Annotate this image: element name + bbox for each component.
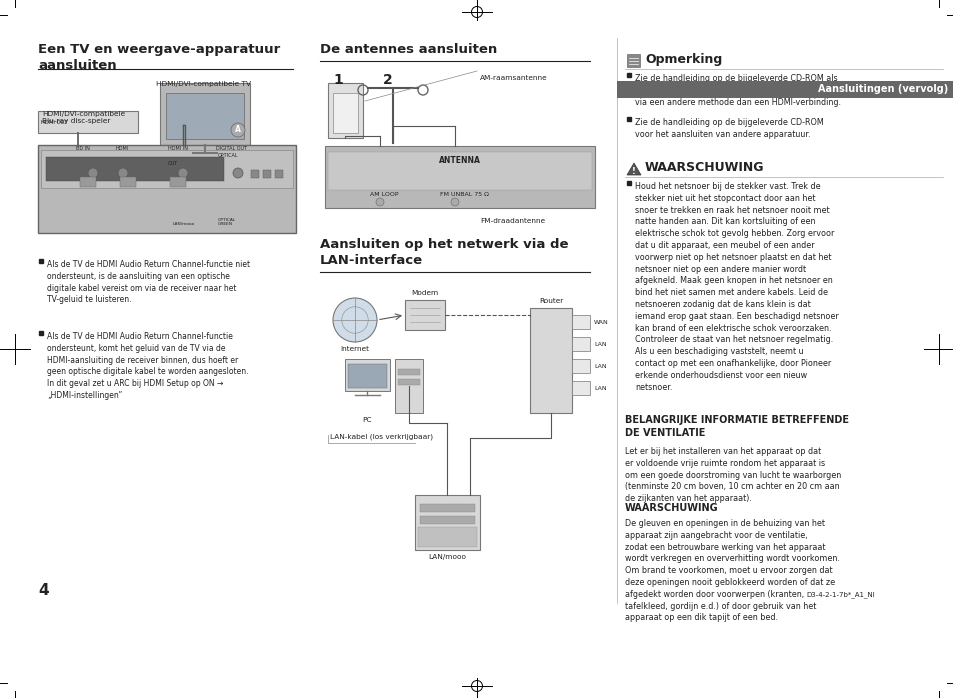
Text: LAN: LAN: [594, 364, 606, 369]
Text: DIGITAL OUT: DIGITAL OUT: [215, 146, 247, 151]
Bar: [274, 170, 283, 178]
Bar: [38, 111, 138, 133]
Text: OPTICAL
GREEN: OPTICAL GREEN: [218, 218, 236, 226]
Text: LAN/mooo: LAN/mooo: [172, 222, 195, 226]
Text: WAARSCHUWING: WAARSCHUWING: [644, 161, 763, 174]
Bar: [80, 177, 96, 187]
Circle shape: [118, 168, 128, 178]
Bar: [530, 308, 572, 413]
Text: Houd het netsnoer bij de stekker vast. Trek de
stekker niet uit het stopcontact : Houd het netsnoer bij de stekker vast. T…: [635, 182, 838, 392]
Text: Een TV en weergave-apparatuur
aansluiten: Een TV en weergave-apparatuur aansluiten: [38, 43, 280, 72]
Bar: [166, 93, 244, 139]
Bar: [38, 145, 295, 233]
Text: ANTENNA: ANTENNA: [438, 156, 480, 165]
Bar: [328, 152, 592, 190]
Bar: [397, 369, 419, 375]
Bar: [415, 495, 479, 550]
Bar: [419, 516, 475, 524]
Circle shape: [178, 168, 188, 178]
Text: D3-4-2-1-7b*_A1_Nl: D3-4-2-1-7b*_A1_Nl: [805, 591, 874, 598]
Bar: [333, 93, 357, 133]
Bar: [405, 300, 444, 330]
Text: De gleuven en openingen in de behuizing van het
apparaat zijn aangebracht voor d: De gleuven en openingen in de behuizing …: [624, 519, 839, 623]
Text: AM LOOP: AM LOOP: [370, 192, 398, 197]
Text: HDMI: HDMI: [116, 146, 129, 151]
Text: OUT: OUT: [168, 161, 178, 166]
Circle shape: [88, 168, 98, 178]
Bar: [46, 157, 224, 181]
Bar: [626, 54, 639, 67]
Text: Internet: Internet: [340, 346, 369, 352]
Text: FM-draadantenne: FM-draadantenne: [479, 218, 544, 224]
Text: De antennes aansluiten: De antennes aansluiten: [319, 43, 497, 56]
Circle shape: [233, 168, 243, 178]
Text: Let er bij het installeren van het apparaat op dat
er voldoende vrije ruimte ron: Let er bij het installeren van het appar…: [624, 447, 841, 503]
Text: HDMI/DVI-compatibele
Blu-ray disc-speler: HDMI/DVI-compatibele Blu-ray disc-speler: [42, 111, 125, 124]
Text: Opmerking: Opmerking: [644, 53, 721, 66]
Text: WAARSCHUWING: WAARSCHUWING: [624, 503, 718, 513]
Bar: [419, 504, 475, 512]
Circle shape: [375, 198, 384, 206]
Bar: [572, 359, 589, 373]
Circle shape: [451, 198, 458, 206]
Text: 4: 4: [38, 583, 49, 598]
Circle shape: [231, 123, 245, 137]
Text: HDMI/DVI-compatibele TV: HDMI/DVI-compatibele TV: [156, 81, 251, 87]
Text: Aansluitingen (vervolg): Aansluitingen (vervolg): [817, 84, 947, 94]
Text: LAN-kabel (los verkrijgbaar): LAN-kabel (los verkrijgbaar): [330, 433, 433, 440]
Bar: [572, 315, 589, 329]
Text: LAN: LAN: [594, 385, 606, 390]
Bar: [325, 146, 595, 208]
Bar: [617, 81, 953, 98]
Bar: [345, 359, 390, 391]
Bar: [160, 83, 250, 145]
Text: PC: PC: [362, 417, 372, 423]
Text: BD IN: BD IN: [76, 146, 90, 151]
Text: HDMI IN: HDMI IN: [168, 146, 188, 151]
Bar: [120, 177, 136, 187]
Text: HDMI OUT: HDMI OUT: [41, 119, 68, 124]
Bar: [348, 364, 387, 388]
Bar: [251, 170, 258, 178]
Circle shape: [333, 298, 376, 342]
Text: A: A: [234, 126, 241, 135]
Bar: [417, 527, 476, 547]
Text: Als de TV de HDMI Audio Return Channel-functie niet
ondersteunt, is de aansluiti: Als de TV de HDMI Audio Return Channel-f…: [47, 260, 250, 304]
Text: !: !: [632, 167, 636, 175]
Text: 1: 1: [333, 73, 342, 87]
Text: Zie de handleiding op de bijgeleverde CD-ROM
voor het aansluiten van andere appa: Zie de handleiding op de bijgeleverde CD…: [635, 118, 822, 139]
Bar: [41, 150, 293, 188]
Text: BELANGRIJKE INFORMATIE BETREFFENDE
DE VENTILATIE: BELANGRIJKE INFORMATIE BETREFFENDE DE VE…: [624, 415, 848, 438]
Text: WAN: WAN: [594, 320, 608, 325]
Bar: [263, 170, 271, 178]
Text: 2: 2: [383, 73, 393, 87]
Text: Router: Router: [538, 298, 562, 304]
Text: Modem: Modem: [411, 290, 438, 296]
Text: OPTICAL: OPTICAL: [218, 153, 238, 158]
Polygon shape: [626, 163, 640, 175]
Text: LAN: LAN: [594, 341, 606, 346]
Text: Zie de handleiding op de bijgeleverde CD-ROM als
u een TV of weergave-apparaat w: Zie de handleiding op de bijgeleverde CD…: [635, 74, 841, 107]
Text: FM UNBAL 75 Ω: FM UNBAL 75 Ω: [439, 192, 488, 197]
Bar: [397, 379, 419, 385]
Text: Als de TV de HDMI Audio Return Channel-functie
ondersteunt, komt het geluid van : Als de TV de HDMI Audio Return Channel-f…: [47, 332, 248, 400]
Text: AM-raamsantenne: AM-raamsantenne: [479, 75, 547, 81]
Bar: [170, 177, 186, 187]
Text: LAN/mooo: LAN/mooo: [428, 554, 466, 560]
Bar: [328, 83, 363, 138]
Bar: [395, 359, 422, 413]
Bar: [572, 337, 589, 351]
Text: Aansluiten op het netwerk via de
LAN-interface: Aansluiten op het netwerk via de LAN-int…: [319, 238, 568, 267]
Bar: [572, 381, 589, 395]
